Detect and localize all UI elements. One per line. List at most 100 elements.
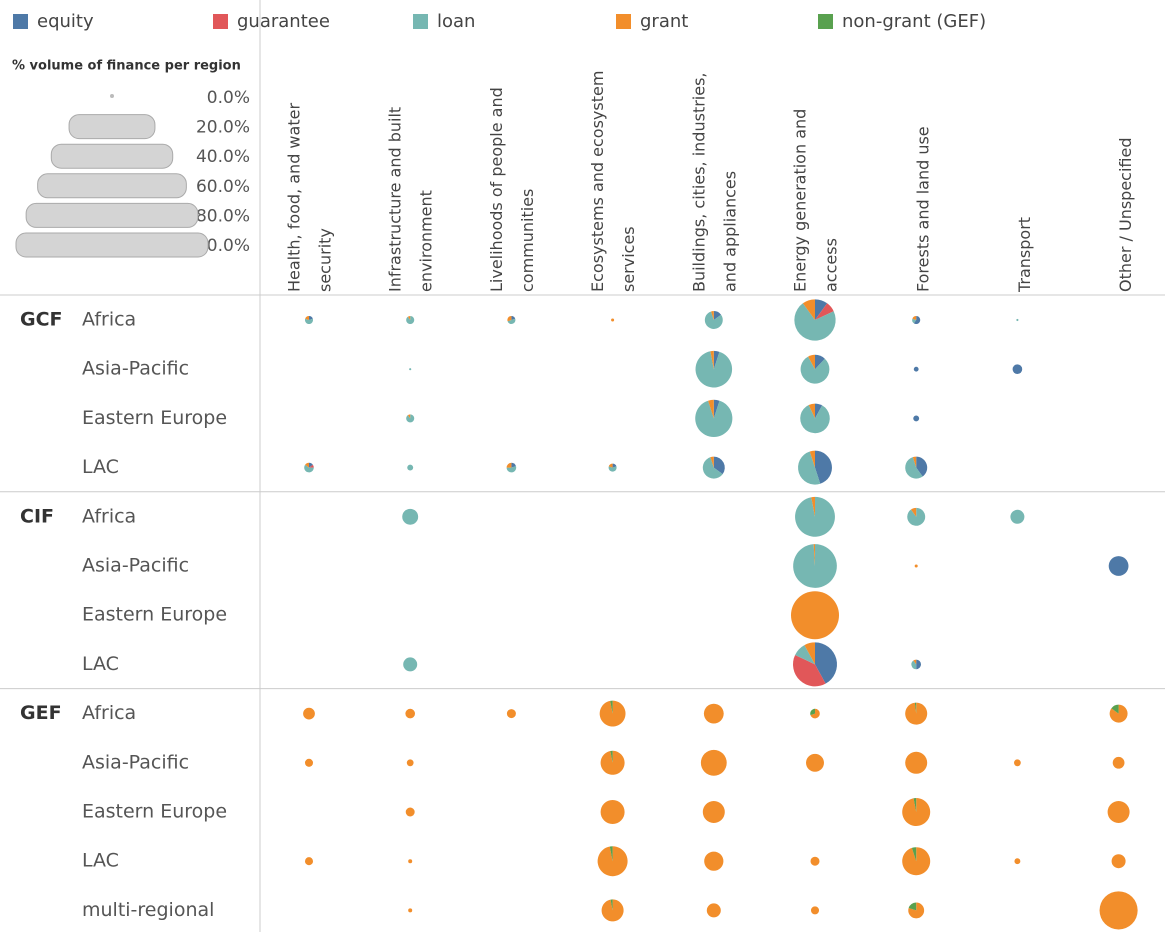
legend-label: grant <box>640 11 688 32</box>
size-key <box>25 202 199 228</box>
pie-slice <box>612 463 617 468</box>
pie-slice <box>813 544 815 566</box>
region-label: Africa <box>82 309 136 331</box>
pie-slice <box>794 303 836 341</box>
pie-slice <box>1111 704 1119 714</box>
size-key <box>68 114 156 140</box>
column-header: Forests and land use <box>914 126 933 292</box>
region-label: Eastern Europe <box>82 801 227 823</box>
pie-slice <box>406 759 414 767</box>
pie-slice <box>913 659 917 665</box>
legend-label: equity <box>37 11 94 32</box>
pie-slice <box>905 457 923 479</box>
pie-slice <box>793 544 837 588</box>
size-tick-label: 40.0% <box>196 147 250 167</box>
pie-slice <box>1099 891 1138 930</box>
region-label: multi-regional <box>82 899 214 921</box>
pie-slice <box>908 902 925 919</box>
pie-slice <box>706 903 721 918</box>
column-header: environment <box>417 190 436 292</box>
legend-swatch <box>413 14 428 29</box>
pie-slice <box>914 702 917 714</box>
legend-swatch <box>13 14 28 29</box>
pie-slice <box>802 299 815 320</box>
size-legend-title: % volume of finance per region <box>12 59 241 74</box>
pie-slice <box>913 798 917 812</box>
column-header: and appliances <box>720 171 739 292</box>
region-label: Asia-Pacific <box>82 555 189 577</box>
pie-slice <box>408 908 413 913</box>
fund-label: GCF <box>20 309 63 331</box>
pie-slice <box>610 700 613 714</box>
region-label: Asia-Pacific <box>82 358 189 380</box>
pie-slice <box>1012 364 1023 375</box>
pie-slice <box>914 564 918 568</box>
pie-slice <box>916 659 921 670</box>
region-label: Asia-Pacific <box>82 751 189 773</box>
pie-slice <box>815 450 832 484</box>
pie-slice <box>905 751 928 774</box>
pie-slice <box>305 462 309 468</box>
pie-slice <box>795 496 835 537</box>
pie-slice <box>809 450 815 468</box>
pie-slice <box>305 315 309 320</box>
pie-slice <box>708 399 714 419</box>
column-header: Transport <box>1015 217 1034 293</box>
pie-slice <box>795 645 815 665</box>
pie-slice <box>309 462 313 468</box>
column-header: communities <box>518 189 537 292</box>
pie-slice <box>916 456 928 477</box>
pie-slice <box>913 415 920 422</box>
pie-slice <box>913 315 921 325</box>
pie-slice <box>610 750 613 763</box>
pie-slice <box>403 657 418 672</box>
pie-slice <box>911 847 917 862</box>
pie-slice <box>700 749 727 776</box>
pie-slice <box>800 356 830 384</box>
pie-slice <box>713 311 722 320</box>
pie-slice <box>406 315 415 325</box>
pie-slice <box>304 464 314 473</box>
legend-label: loan <box>437 11 475 32</box>
pie-slice <box>1108 556 1129 576</box>
region-label: LAC <box>82 850 119 872</box>
pie-slice <box>405 807 415 817</box>
pie-slice <box>811 496 815 517</box>
pie-slice <box>608 463 613 468</box>
region-label: LAC <box>82 456 119 478</box>
pie-slice <box>506 466 517 473</box>
size-key <box>50 143 174 169</box>
pie-slice <box>713 456 725 475</box>
pie-slice <box>609 846 613 862</box>
column-header: Ecosystems and ecosystem <box>588 71 607 292</box>
pie-slice <box>804 642 815 665</box>
region-label: Eastern Europe <box>82 604 227 626</box>
pie-slice <box>309 464 314 468</box>
pie-slice <box>902 798 931 826</box>
pie-slice <box>704 851 724 871</box>
pie-slice <box>600 800 625 824</box>
pie-slice <box>601 899 624 922</box>
pie-slice <box>815 642 837 684</box>
pie-slice <box>913 366 919 372</box>
pie-slice <box>304 857 314 866</box>
pie-slice <box>815 403 823 419</box>
pie-slice <box>1112 756 1125 769</box>
pie-slice <box>810 856 820 866</box>
legend-swatch <box>213 14 228 29</box>
pie-slice <box>791 591 839 640</box>
pie-slice <box>810 708 820 719</box>
pie-slice <box>800 405 830 434</box>
pie-slice <box>793 655 826 687</box>
pie-slice <box>1111 854 1126 869</box>
pie-slice <box>507 318 516 325</box>
pie-slice <box>710 456 714 468</box>
region-label: LAC <box>82 653 119 675</box>
pie-slice <box>902 847 931 876</box>
pie-slice <box>303 707 315 720</box>
pie-slice <box>912 318 917 324</box>
pie-slice <box>402 508 419 525</box>
pie-slice <box>703 703 724 724</box>
pie-slice <box>408 859 413 864</box>
